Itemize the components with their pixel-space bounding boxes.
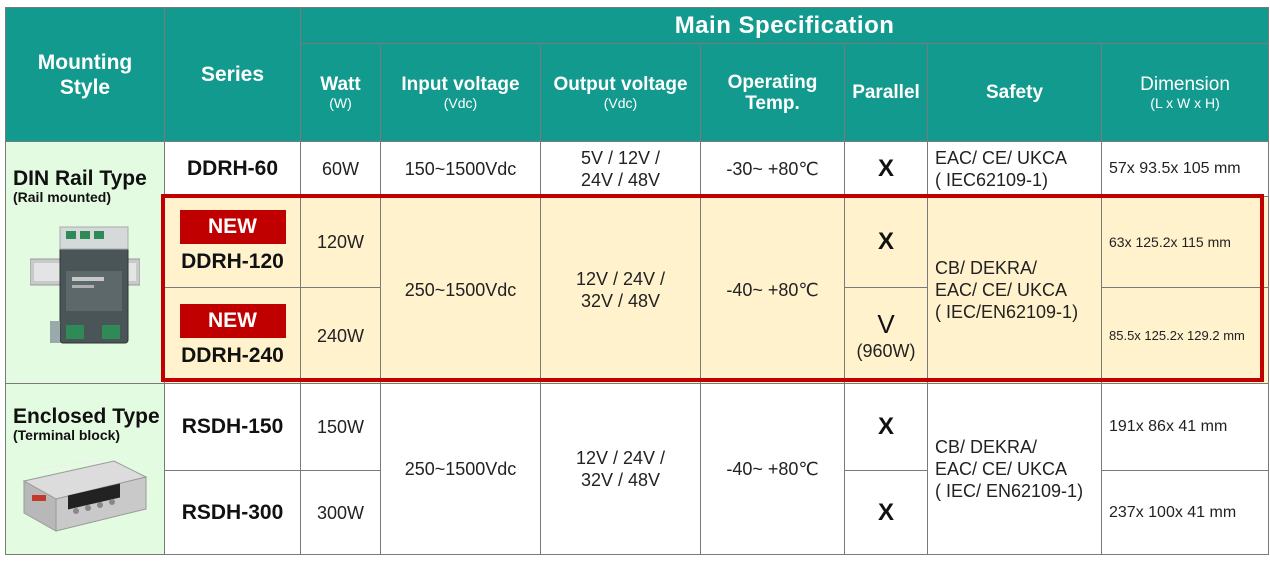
safety-rsdh-line3: ( IEC/ EN62109-1) [935,481,1084,501]
safety-ddrh-60-line2: ( IEC62109-1) [935,170,1049,190]
series-ddrh-240: NEW DDRH-240 [164,287,301,384]
safety-ddrh: CB/ DEKRA/ EAC/ CE/ UKCA ( IEC/EN62109-1… [927,196,1102,384]
series-ddrh-120: NEW DDRH-120 [164,196,301,288]
output-ddrh-60-line1: 5V / 12V / [580,148,661,168]
series-rsdh-150: RSDH-150 [164,383,301,471]
parallel-ddrh-240-note: (960W) [856,341,916,361]
output-ddrh: 12V / 24V / 32V / 48V [540,196,701,384]
header-watt-label: Watt [320,74,361,95]
parallel-ddrh-120: X [844,196,928,288]
header-output-voltage-unit: (Vdc) [603,95,638,111]
parallel-ddrh-240-value: V [877,309,895,339]
header-output-voltage-label: Output voltage [553,74,688,95]
din-rail-power-supply-image [29,221,141,351]
safety-rsdh-line1: CB/ DEKRA/ [935,437,1038,457]
header-mounting-style-label: Mounting Style [37,50,133,99]
parallel-rsdh-300: X [844,470,928,555]
watt-ddrh-60: 60W [300,141,381,197]
safety-ddrh-60-line1: EAC/ CE/ UKCA [935,148,1068,168]
input-rsdh: 250~1500Vdc [380,383,541,555]
safety-rsdh: CB/ DEKRA/ EAC/ CE/ UKCA ( IEC/ EN62109-… [927,383,1102,555]
header-mounting-style: Mounting Style [5,7,165,142]
header-dimension: Dimension (L x W x H) [1100,43,1270,142]
watt-rsdh-150: 150W [300,383,381,471]
header-series: Series [164,7,301,142]
spec-table: Mounting Style Series Main Specification… [5,7,1270,555]
series-ddrh-240-label: DDRH-240 [181,343,284,367]
safety-ddrh-line2: EAC/ CE/ UKCA [935,280,1068,300]
output-rsdh-line1: 12V / 24V / [575,448,666,468]
header-dimension-label: Dimension [1140,74,1230,95]
mounting-din-rail-title: DIN Rail Type [13,167,147,190]
series-ddrh-120-label: DDRH-120 [181,250,284,273]
watt-ddrh-240: 240W [300,287,381,384]
watt-ddrh-120: 120W [300,196,381,288]
header-dimension-unit: (L x W x H) [1150,95,1220,111]
temp-ddrh-60: -30~ +80℃ [700,141,845,197]
safety-ddrh-line3: ( IEC/EN62109-1) [935,302,1079,322]
output-rsdh-line2: 32V / 48V [580,470,661,490]
table-row: NEW DDRH-120 120W 250~1500Vdc 12V / 24V … [6,196,1270,384]
output-ddrh-line2: 32V / 48V [580,291,661,311]
enclosed-power-supply-image [18,451,152,537]
table-row: DIN Rail Type (Rail mounted) [5,141,1270,384]
new-badge: NEW [179,210,286,244]
input-ddrh: 250~1500Vdc [380,196,541,384]
output-ddrh-line1: 12V / 24V / [575,269,666,289]
header-main-specification: Main Specification [299,7,1270,44]
series-ddrh-60: DDRH-60 [164,141,301,197]
header-input-voltage-label: Input voltage [401,74,520,95]
output-rsdh: 12V / 24V / 32V / 48V [540,383,701,555]
mounting-enclosed-title: Enclosed Type [13,405,160,428]
header-watt-unit: (W) [329,95,352,111]
temp-rsdh: -40~ +80℃ [700,383,845,555]
output-ddrh-60: 5V / 12V / 24V / 48V [540,141,701,197]
temp-ddrh: -40~ +80℃ [700,196,845,384]
table-row: NEW DDRH-240 240W V (960W) 85.5x 125.2x … [6,287,1270,384]
watt-rsdh-300: 300W [300,470,381,555]
dimension-ddrh-60: 57x 93.5x 105 mm [1100,141,1270,197]
header-operating-temp-line1: Operating [727,71,818,93]
safety-rsdh-line2: EAC/ CE/ UKCA [935,459,1068,479]
series-rsdh-300: RSDH-300 [164,470,301,555]
header-operating-temp-line2: Temp. [745,92,800,114]
parallel-ddrh-240: V (960W) [844,287,928,384]
header-parallel: Parallel [844,43,928,142]
header-input-voltage: Input voltage (Vdc) [380,43,541,142]
header-input-voltage-unit: (Vdc) [443,95,478,111]
table-row: RSDH-300 300W X 237x 100x 41 mm [6,470,1270,555]
new-badge: NEW [179,303,286,338]
header-output-voltage: Output voltage (Vdc) [540,43,701,142]
mounting-enclosed: Enclosed Type (Terminal block) [5,383,165,555]
dimension-ddrh-120: 63x 125.2x 115 mm [1100,196,1270,288]
safety-ddrh-60: EAC/ CE/ UKCA ( IEC62109-1) [927,141,1102,197]
header-safety: Safety [927,43,1102,142]
dimension-ddrh-240: 85.5x 125.2x 129.2 mm [1100,287,1270,384]
mounting-din-rail-note: (Rail mounted) [13,189,111,205]
table-row: Enclosed Type (Terminal block) RSD [5,383,1270,555]
dimension-rsdh-150: 191x 86x 41 mm [1100,383,1270,471]
header-operating-temp: Operating Temp. [700,43,845,142]
output-ddrh-60-line2: 24V / 48V [580,170,661,190]
parallel-rsdh-150: X [844,383,928,471]
safety-ddrh-line1: CB/ DEKRA/ [935,258,1038,278]
parallel-ddrh-60: X [844,141,928,197]
input-ddrh-60: 150~1500Vdc [380,141,541,197]
header-watt: Watt (W) [300,43,381,142]
dimension-rsdh-300: 237x 100x 41 mm [1100,470,1270,555]
mounting-din-rail: DIN Rail Type (Rail mounted) [5,141,165,384]
mounting-enclosed-note: (Terminal block) [13,427,121,443]
